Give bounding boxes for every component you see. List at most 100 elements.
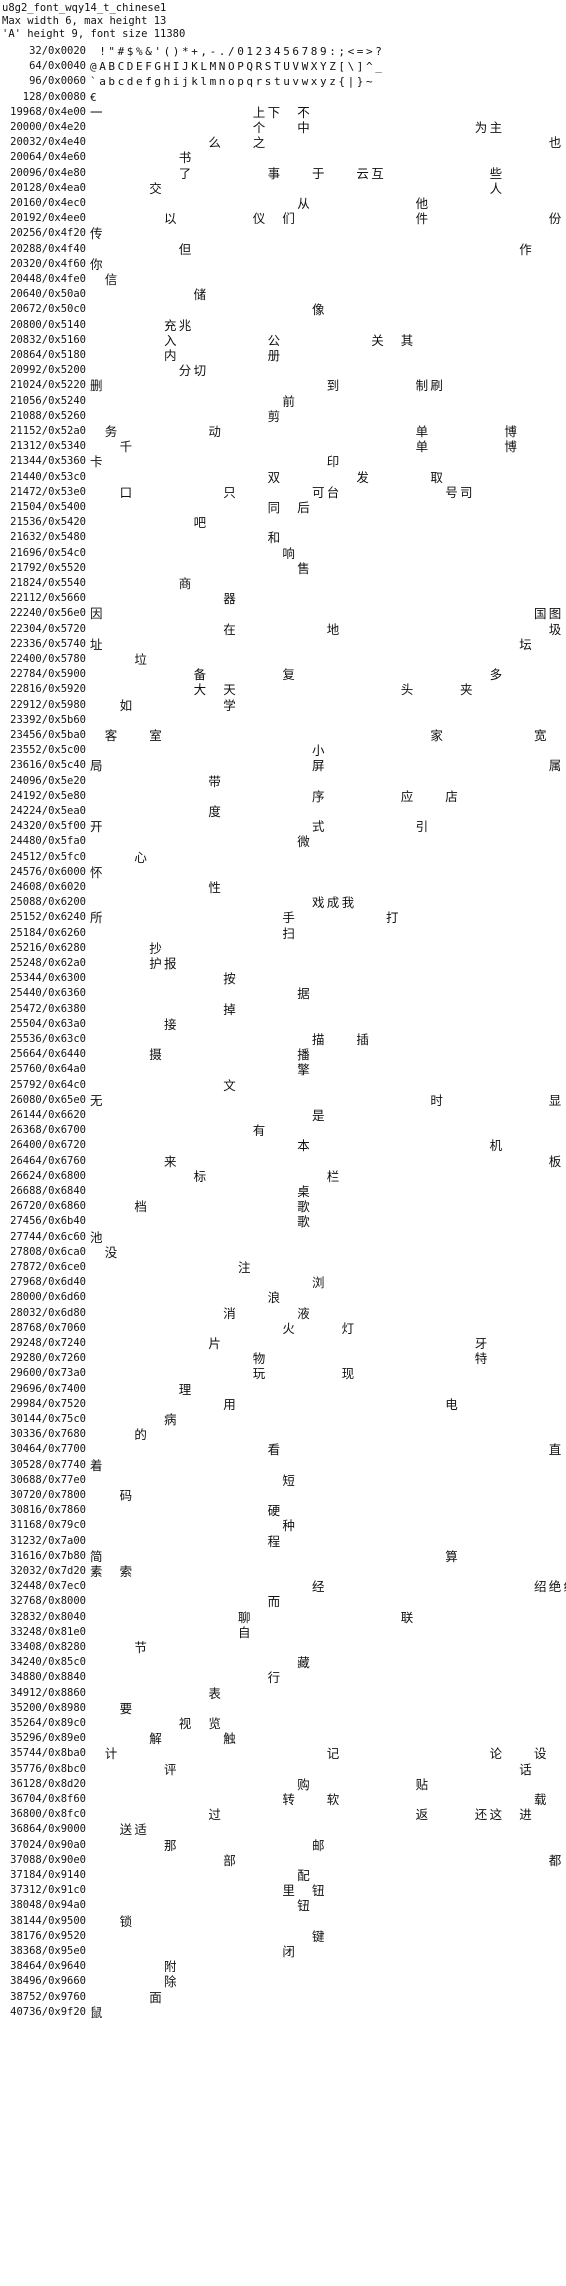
glyph-row: 37088/0x90e0 部 都	[0, 1853, 566, 1868]
glyph-row: 37024/0x90a0 那 邮	[0, 1838, 566, 1853]
codepoint-label: 20096/0x4e80	[10, 166, 86, 179]
glyph: 短	[282, 1472, 295, 1488]
glyph: 扫	[282, 925, 295, 941]
codepoint-label: 22912/0x5980	[10, 698, 86, 711]
glyph: 2	[255, 45, 263, 58]
glyph-row: 24576/0x6000 怀	[0, 865, 566, 880]
codepoint-label: 24320/0x5f00	[10, 820, 86, 833]
glyph: 要	[119, 1700, 133, 1716]
codepoint-label: 28768/0x7060	[10, 1321, 86, 1334]
glyph: O	[228, 60, 235, 74]
glyph-row: 20832/0x5160 入 公 关其	[0, 333, 566, 348]
glyph-row: 20096/0x4e80 了 事 于 云互 些	[0, 166, 566, 181]
glyph: 联	[400, 1609, 414, 1625]
glyph: I	[172, 60, 180, 74]
codepoint-label: 25152/0x6240	[10, 911, 86, 924]
glyph: 算	[445, 1548, 458, 1564]
glyph: 护	[149, 956, 162, 971]
codepoint-label: 35776/0x8bc0	[10, 1762, 86, 1775]
codepoint-label: 29248/0x7240	[10, 1337, 86, 1349]
codepoint-label: 37184/0x9140	[10, 1869, 86, 1881]
glyph: 作	[519, 241, 532, 257]
glyph-row: 20256/0x4f20 传	[0, 226, 566, 241]
codepoint-label: 32832/0x8040	[10, 1610, 86, 1623]
codepoint-label: 21312/0x5340	[10, 440, 86, 453]
codepoint-label: 24512/0x5fc0	[10, 850, 86, 863]
glyph-row: 22304/0x5720 在 地 圾	[0, 622, 566, 637]
glyph: q	[246, 75, 254, 89]
glyph: 自	[238, 1624, 251, 1640]
glyph: 鼠	[90, 2004, 103, 2020]
glyph: 9	[320, 45, 327, 58]
glyph: 兆	[178, 317, 192, 333]
glyph: 面	[149, 1989, 162, 2005]
codepoint-label: 37088/0x90e0	[10, 1853, 86, 1866]
glyph: 插	[356, 1032, 369, 1047]
codepoint-label: 40736/0x9f20	[10, 2005, 86, 2018]
glyph-row: 34880/0x8840 行	[0, 1670, 566, 1685]
glyph: 览	[208, 1716, 221, 1731]
glyph-row: 20128/0x4ea0 交 人	[0, 181, 566, 196]
codepoint-label: 24224/0x5ea0	[10, 805, 86, 817]
codepoint-label: 23552/0x5c00	[10, 744, 86, 757]
codepoint-label: 21632/0x5480	[10, 531, 86, 544]
glyph: d	[126, 75, 134, 89]
glyph-row: 24320/0x5f00 开 式 引	[0, 819, 566, 834]
glyph: 都	[548, 1852, 562, 1868]
glyph: 注	[238, 1260, 251, 1275]
glyph: |	[347, 75, 355, 89]
codepoint-label: 26688/0x6840	[10, 1185, 86, 1197]
glyph: ^	[366, 60, 373, 74]
glyph-row: 24192/0x5e80 序 应 店	[0, 789, 566, 804]
glyph: 表	[208, 1685, 221, 1701]
codepoint-label: 20288/0x4f40	[10, 242, 86, 255]
glyph: k	[191, 75, 198, 89]
glyph: 评	[164, 1761, 177, 1777]
glyph: F	[145, 60, 152, 74]
glyph: 学	[223, 697, 236, 713]
codepoint-label: 30336/0x7680	[10, 1428, 86, 1441]
glyph: 卡	[90, 454, 103, 470]
glyph: 绍	[534, 1579, 547, 1595]
glyph: 局	[90, 758, 103, 774]
glyph-row: 32832/0x8040 聊 联	[0, 1610, 566, 1625]
codepoint-label: 21536/0x5420	[10, 516, 86, 529]
glyph: 栏	[326, 1168, 340, 1184]
glyph-row: 20160/0x4ec0 从 他	[0, 196, 566, 211]
glyph: 播	[297, 1047, 310, 1063]
glyph: 图	[548, 606, 562, 622]
glyph: 切	[193, 363, 207, 379]
glyph	[90, 44, 97, 59]
glyph: 电	[445, 1396, 458, 1412]
codepoint-label: 37312/0x91c0	[10, 1884, 86, 1897]
glyph-row: 32032/0x7d20 素 索	[0, 1564, 566, 1579]
glyph: 液	[297, 1305, 310, 1321]
glyph-row: 34912/0x8860 表	[0, 1686, 566, 1701]
glyph: 载	[534, 1792, 547, 1807]
codepoint-label: 29280/0x7260	[10, 1352, 86, 1365]
glyph: 发	[356, 469, 369, 485]
glyph: 吧	[193, 515, 207, 531]
glyph: 7	[301, 45, 309, 58]
glyph-row: 27456/0x6b40 歌	[0, 1214, 566, 1229]
codepoint-label: 38752/0x9760	[10, 1990, 86, 2003]
glyph: 个	[252, 120, 266, 135]
glyph: 转	[282, 1792, 295, 1807]
glyph: 响	[282, 545, 295, 561]
glyph: 话	[519, 1761, 532, 1777]
glyph-row: 25440/0x6360 据	[0, 986, 566, 1001]
codepoint-label: 27456/0x6b40	[10, 1215, 86, 1228]
glyph: U	[283, 60, 290, 74]
glyph-row: 20064/0x4e60 书	[0, 150, 566, 165]
codepoint-label: 25344/0x6300	[10, 972, 86, 985]
glyph: Z	[329, 60, 336, 74]
glyph-row: 20320/0x4f60 你	[0, 257, 566, 272]
glyph: €	[90, 90, 97, 104]
codepoint-label: 24480/0x5fa0	[10, 835, 86, 848]
glyph: 接	[164, 1016, 177, 1032]
glyph-row: 38752/0x9760 面	[0, 1990, 566, 2005]
glyph: 显	[548, 1092, 562, 1108]
glyph: 可	[312, 484, 325, 500]
glyph: D	[126, 60, 134, 74]
codepoint-label: 25472/0x6380	[10, 1002, 86, 1015]
